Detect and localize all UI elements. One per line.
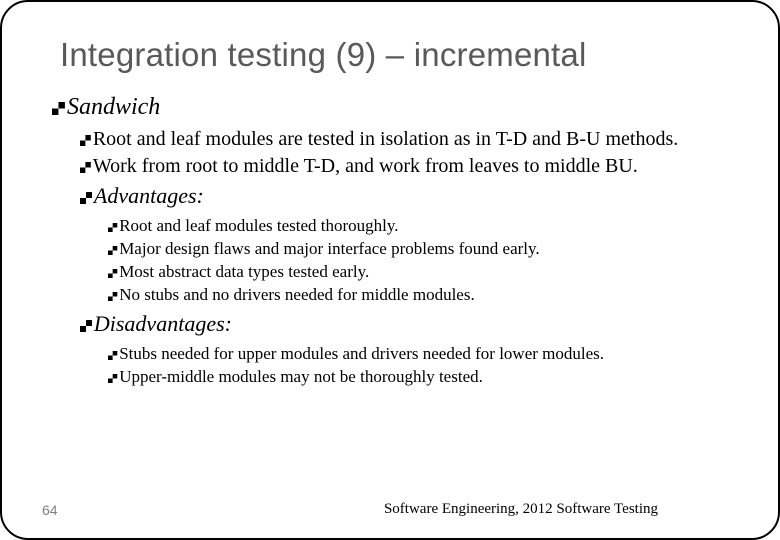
heading-sandwich: Sandwich xyxy=(52,92,738,123)
footer-text: Software Engineering, 2012 Software Test… xyxy=(384,501,658,518)
heading-advantages: Advantages: xyxy=(80,182,738,211)
advantage-item: Most abstract data types tested early. xyxy=(108,261,738,283)
advantage-item: Major design flaws and major interface p… xyxy=(108,238,738,260)
disadvantage-item: Stubs needed for upper modules and drive… xyxy=(108,343,738,365)
advantage-item: Root and leaf modules tested thoroughly. xyxy=(108,215,738,237)
point-isolation: Root and leaf modules are tested in isol… xyxy=(80,127,738,151)
slide-title: Integration testing (9) – incremental xyxy=(60,36,738,74)
slide-frame: Integration testing (9) – incremental Sa… xyxy=(0,0,780,540)
advantage-item: No stubs and no drivers needed for middl… xyxy=(108,284,738,306)
page-number: 64 xyxy=(42,502,58,518)
heading-disadvantages: Disadvantages: xyxy=(80,310,738,339)
disadvantage-item: Upper-middle modules may not be thorough… xyxy=(108,366,738,388)
point-direction: Work from root to middle T-D, and work f… xyxy=(80,154,738,178)
